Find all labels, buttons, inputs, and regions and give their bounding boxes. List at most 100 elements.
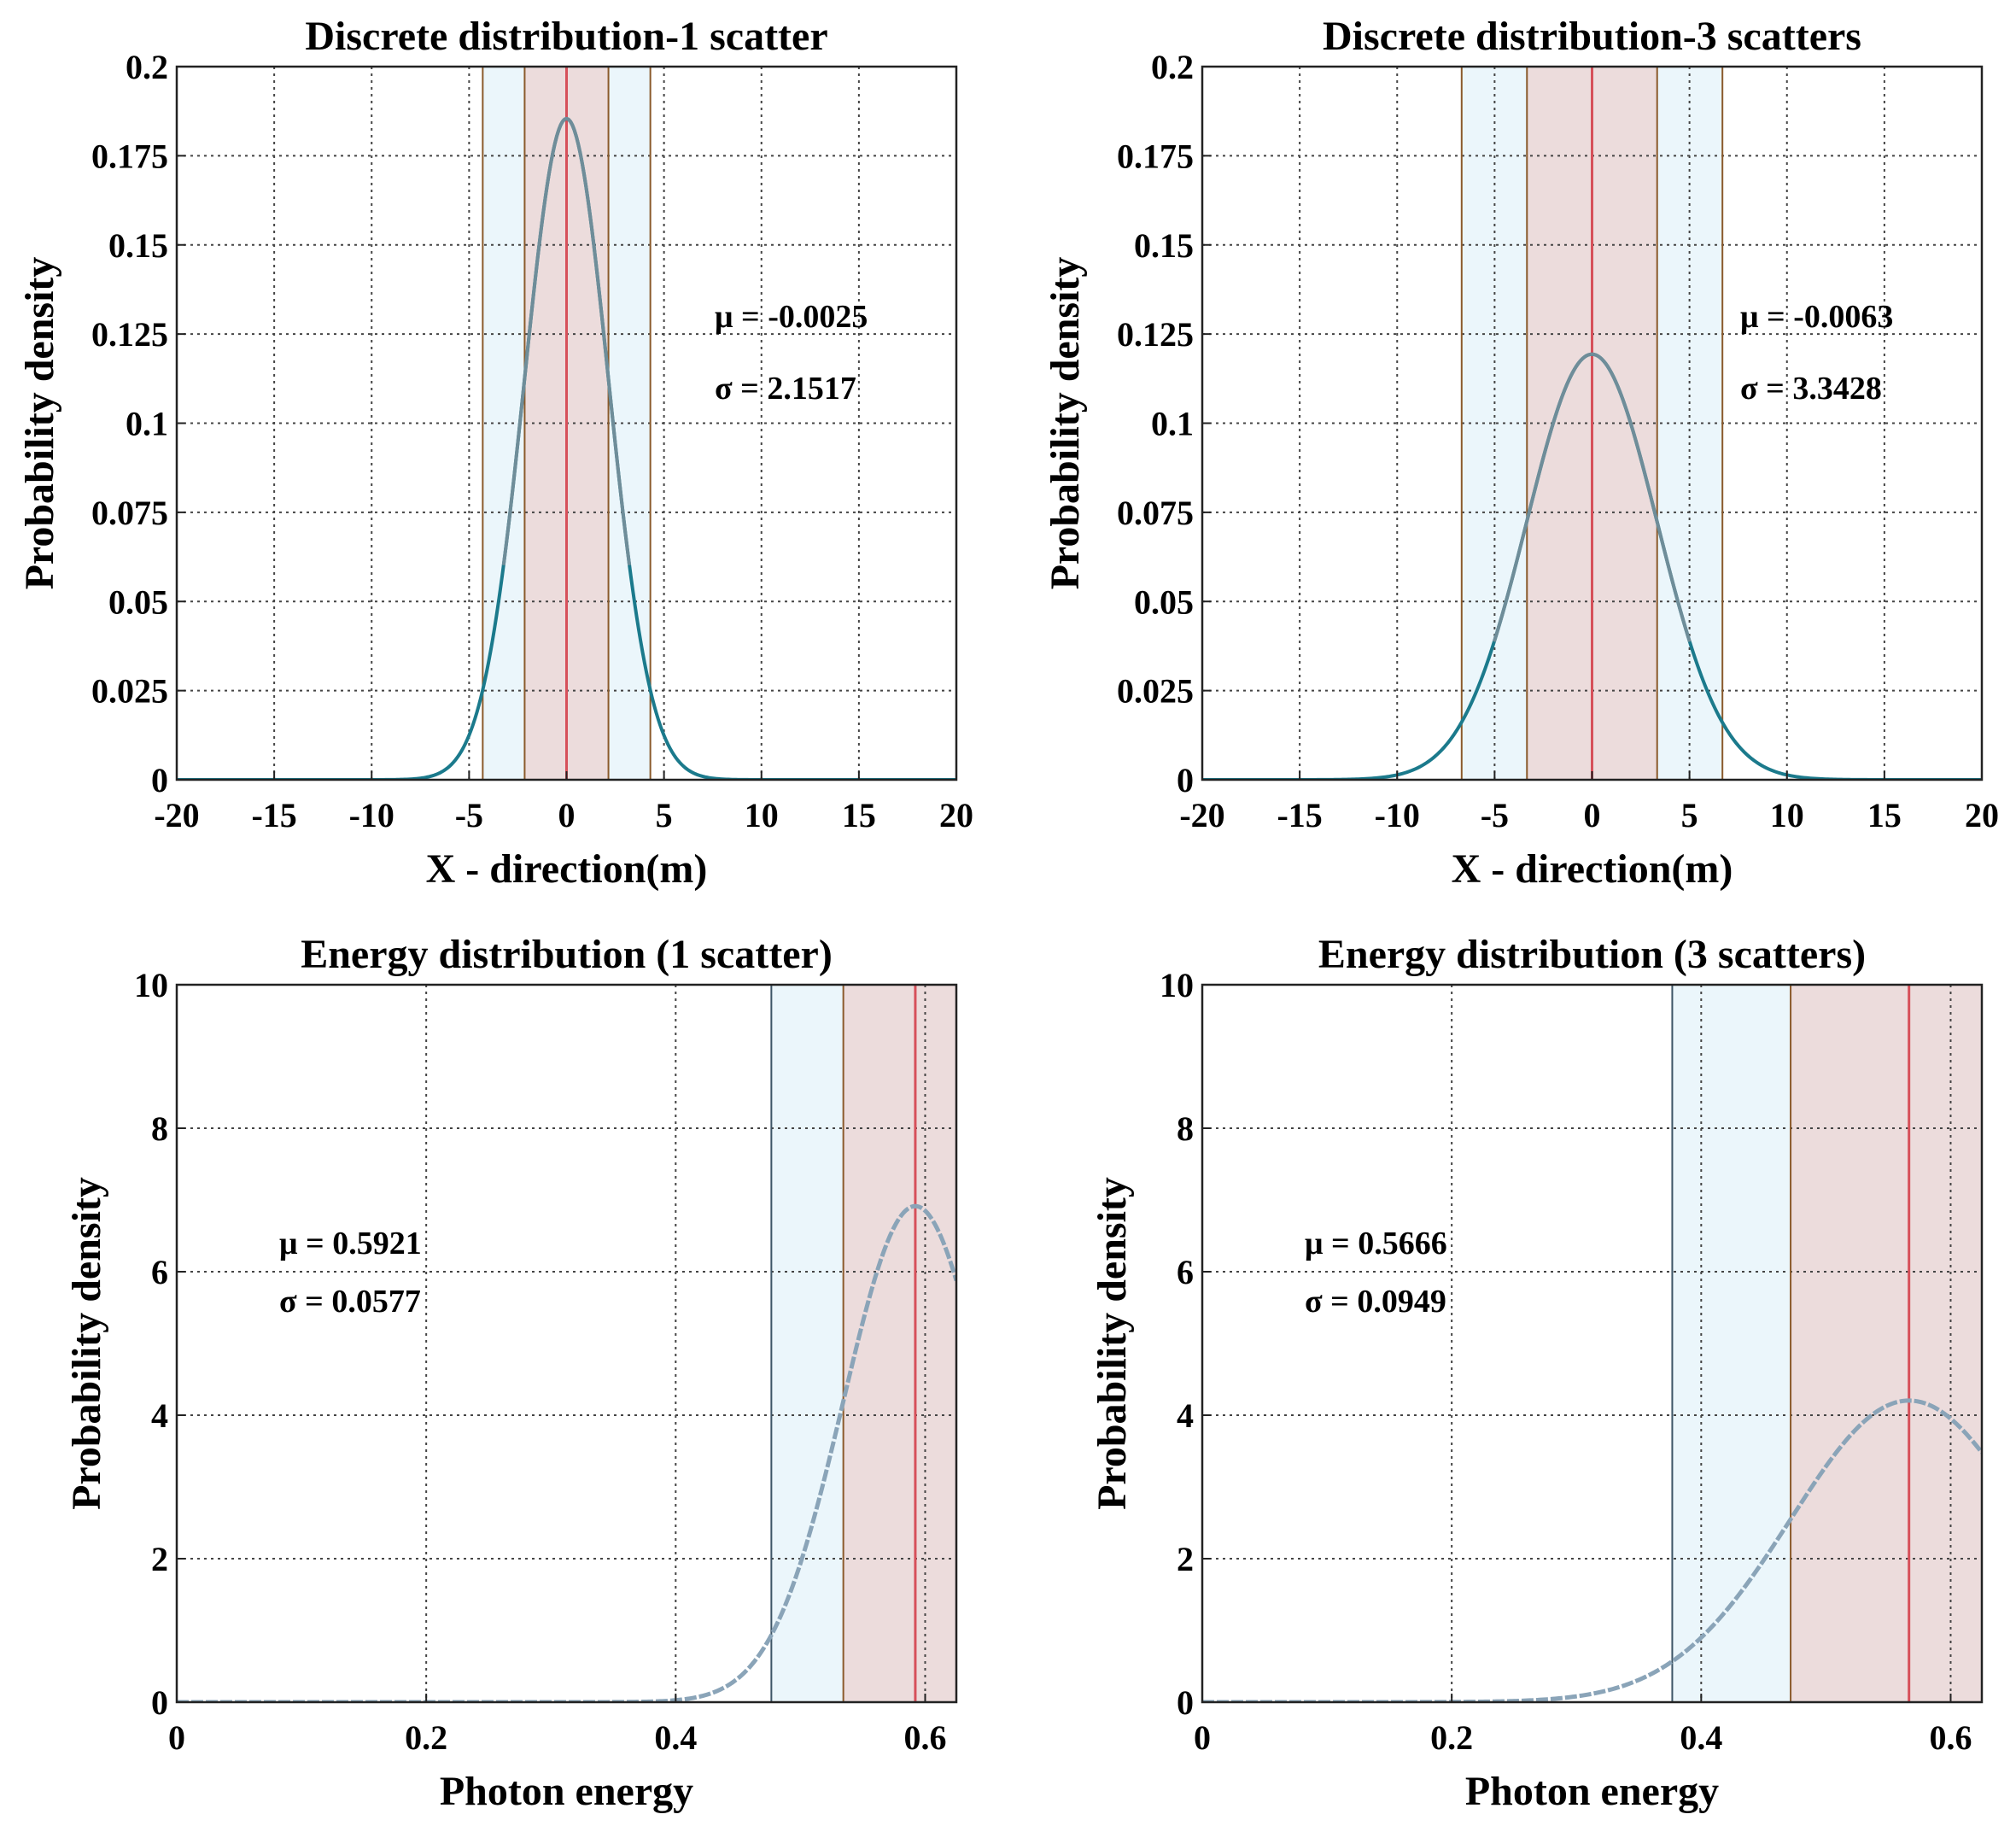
x-tick-label: 15 xyxy=(1867,796,1902,834)
y-tick-label: 4 xyxy=(1177,1396,1194,1435)
x-tick-label: 0 xyxy=(1194,1718,1211,1757)
chart-title: Discrete distribution-1 scatter xyxy=(305,14,827,59)
x-tick-label: 15 xyxy=(842,796,876,834)
y-tick-label: 0.075 xyxy=(1117,494,1194,532)
x-tick-label: 0.4 xyxy=(1680,1718,1722,1757)
chart-title: Discrete distribution-3 scatters xyxy=(1323,14,1861,59)
y-tick-label: 4 xyxy=(151,1396,168,1435)
band-edges xyxy=(482,67,652,780)
y-tick-label: 0.15 xyxy=(1134,226,1194,265)
x-axis-label: X - direction(m) xyxy=(1452,846,1733,892)
axes-box xyxy=(1201,983,1984,1704)
y-tick-label: 0.025 xyxy=(91,672,168,711)
x-tick-label: -20 xyxy=(154,796,199,834)
y-tick-label: 0.15 xyxy=(108,226,168,265)
y-tick-label: 6 xyxy=(151,1253,168,1291)
y-tick-label: 0.025 xyxy=(1117,672,1194,711)
density-curve-peak xyxy=(1493,352,1692,642)
x-tick-label: -15 xyxy=(251,796,296,834)
x-tick-label: -20 xyxy=(1179,796,1224,834)
sigma-annotation: σ = 0.0577 xyxy=(279,1284,421,1320)
x-tick-label: 0.6 xyxy=(903,1718,946,1757)
y-tick-label: 0.2 xyxy=(1151,48,1194,86)
chart-title: Energy distribution (3 scatters) xyxy=(1318,932,1866,977)
y-tick-label: 0.075 xyxy=(91,494,168,532)
sigma-annotation: σ = 3.3428 xyxy=(1740,371,1882,407)
axes-box xyxy=(175,983,958,1704)
y-tick-label: 0.05 xyxy=(1134,582,1194,621)
x-tick-label: 0.4 xyxy=(654,1718,697,1757)
y-tick-label: 2 xyxy=(1177,1540,1194,1578)
one-sigma-band xyxy=(843,985,956,1702)
x-axis-label: Photon energy xyxy=(440,1769,693,1814)
tick-marks xyxy=(176,984,926,1703)
x-tick-label: -5 xyxy=(455,796,483,834)
y-tick-label: 0.125 xyxy=(91,315,168,354)
y-tick-label: 0 xyxy=(1177,1683,1194,1722)
y-tick-label: 0.175 xyxy=(1117,137,1194,175)
y-tick-label: 10 xyxy=(1160,966,1194,1004)
y-axis-label: Probability density xyxy=(1090,1177,1135,1510)
chart-x-3-scatters: -20 -15 -10 -5 0 5 10 15 20 0 0.025 0.05 0.075 0.1 0.1… xyxy=(1043,14,1999,892)
x-tick-label: 5 xyxy=(656,796,673,834)
y-axis-label: Probability density xyxy=(1043,257,1088,590)
x-tick-label: 0 xyxy=(168,1718,185,1757)
band-edges xyxy=(1671,985,1792,1702)
chart-energy-3-scatters: 0 0.2 0.4 0.6 0 2 4 6 8 10 Energy distribution (3 … xyxy=(1090,932,1984,1814)
chart-title: Energy distribution (1 scatter) xyxy=(301,932,833,977)
x-tick-label: 20 xyxy=(1965,796,1999,834)
chart-x-1-scatter: -20 -15 -10 -5 0 5 10 15 20 0 0.025 0.05 0.075 0.1 0.1… xyxy=(17,14,973,892)
mu-annotation: μ = 0.5921 xyxy=(279,1226,422,1261)
y-tick-label: 0.1 xyxy=(1151,405,1194,443)
x-axis-label: Photon energy xyxy=(1465,1769,1719,1814)
y-tick-label: 0.125 xyxy=(1117,315,1194,354)
x-tick-label: -10 xyxy=(349,796,394,834)
density-curve-peak xyxy=(501,116,632,565)
y-tick-label: 0 xyxy=(1177,761,1194,799)
x-tick-label: 10 xyxy=(745,796,779,834)
y-tick-label: 10 xyxy=(134,966,168,1004)
x-tick-label: 0.2 xyxy=(1430,1718,1473,1757)
x-tick-label: 0.6 xyxy=(1929,1718,1972,1757)
y-tick-label: 0.175 xyxy=(91,137,168,175)
grid xyxy=(1202,985,1982,1702)
x-tick-label: 0 xyxy=(558,796,576,834)
chart-energy-1-scatter: 0 0.2 0.4 0.6 0 2 4 6 8 10 Energy distribution (1 … xyxy=(64,932,958,1814)
y-tick-label: 0 xyxy=(151,761,168,799)
sigma-bands xyxy=(771,985,956,1702)
band-edges xyxy=(770,985,844,1702)
x-tick-label: -10 xyxy=(1375,796,1420,834)
tick-marks xyxy=(176,66,957,781)
x-tick-label: 0.2 xyxy=(405,1718,447,1757)
mu-annotation: μ = -0.0063 xyxy=(1740,299,1893,335)
y-axis-label: Probability density xyxy=(17,257,62,590)
y-tick-label: 8 xyxy=(151,1109,168,1148)
band-edges xyxy=(1460,67,1724,780)
sigma-annotation: σ = 0.0949 xyxy=(1305,1284,1446,1320)
y-tick-label: 2 xyxy=(151,1540,168,1578)
y-tick-label: 0.1 xyxy=(126,405,168,443)
y-tick-label: 0.05 xyxy=(108,582,168,621)
x-axis-label: X - direction(m) xyxy=(426,846,708,892)
mu-annotation: μ = -0.0025 xyxy=(715,299,868,335)
x-tick-label: 20 xyxy=(939,796,973,834)
density-curve xyxy=(177,1203,956,1702)
y-tick-label: 8 xyxy=(1177,1109,1194,1148)
tick-marks xyxy=(1201,66,1983,781)
y-axis-label: Probability density xyxy=(64,1177,109,1510)
x-tick-label: -15 xyxy=(1277,796,1322,834)
y-tick-label: 0.2 xyxy=(126,48,168,86)
tick-marks xyxy=(1201,984,1952,1703)
x-tick-label: 0 xyxy=(1584,796,1601,834)
two-sigma-band xyxy=(771,985,844,1702)
y-tick-label: 6 xyxy=(1177,1253,1194,1291)
x-tick-label: 10 xyxy=(1770,796,1804,834)
sigma-bands xyxy=(1672,985,1982,1702)
x-tick-label: 5 xyxy=(1681,796,1698,834)
two-sigma-band xyxy=(1672,985,1791,1702)
x-tick-label: -5 xyxy=(1481,796,1509,834)
one-sigma-band xyxy=(1791,985,1982,1702)
grid xyxy=(177,985,956,1702)
y-tick-label: 0 xyxy=(151,1683,168,1722)
